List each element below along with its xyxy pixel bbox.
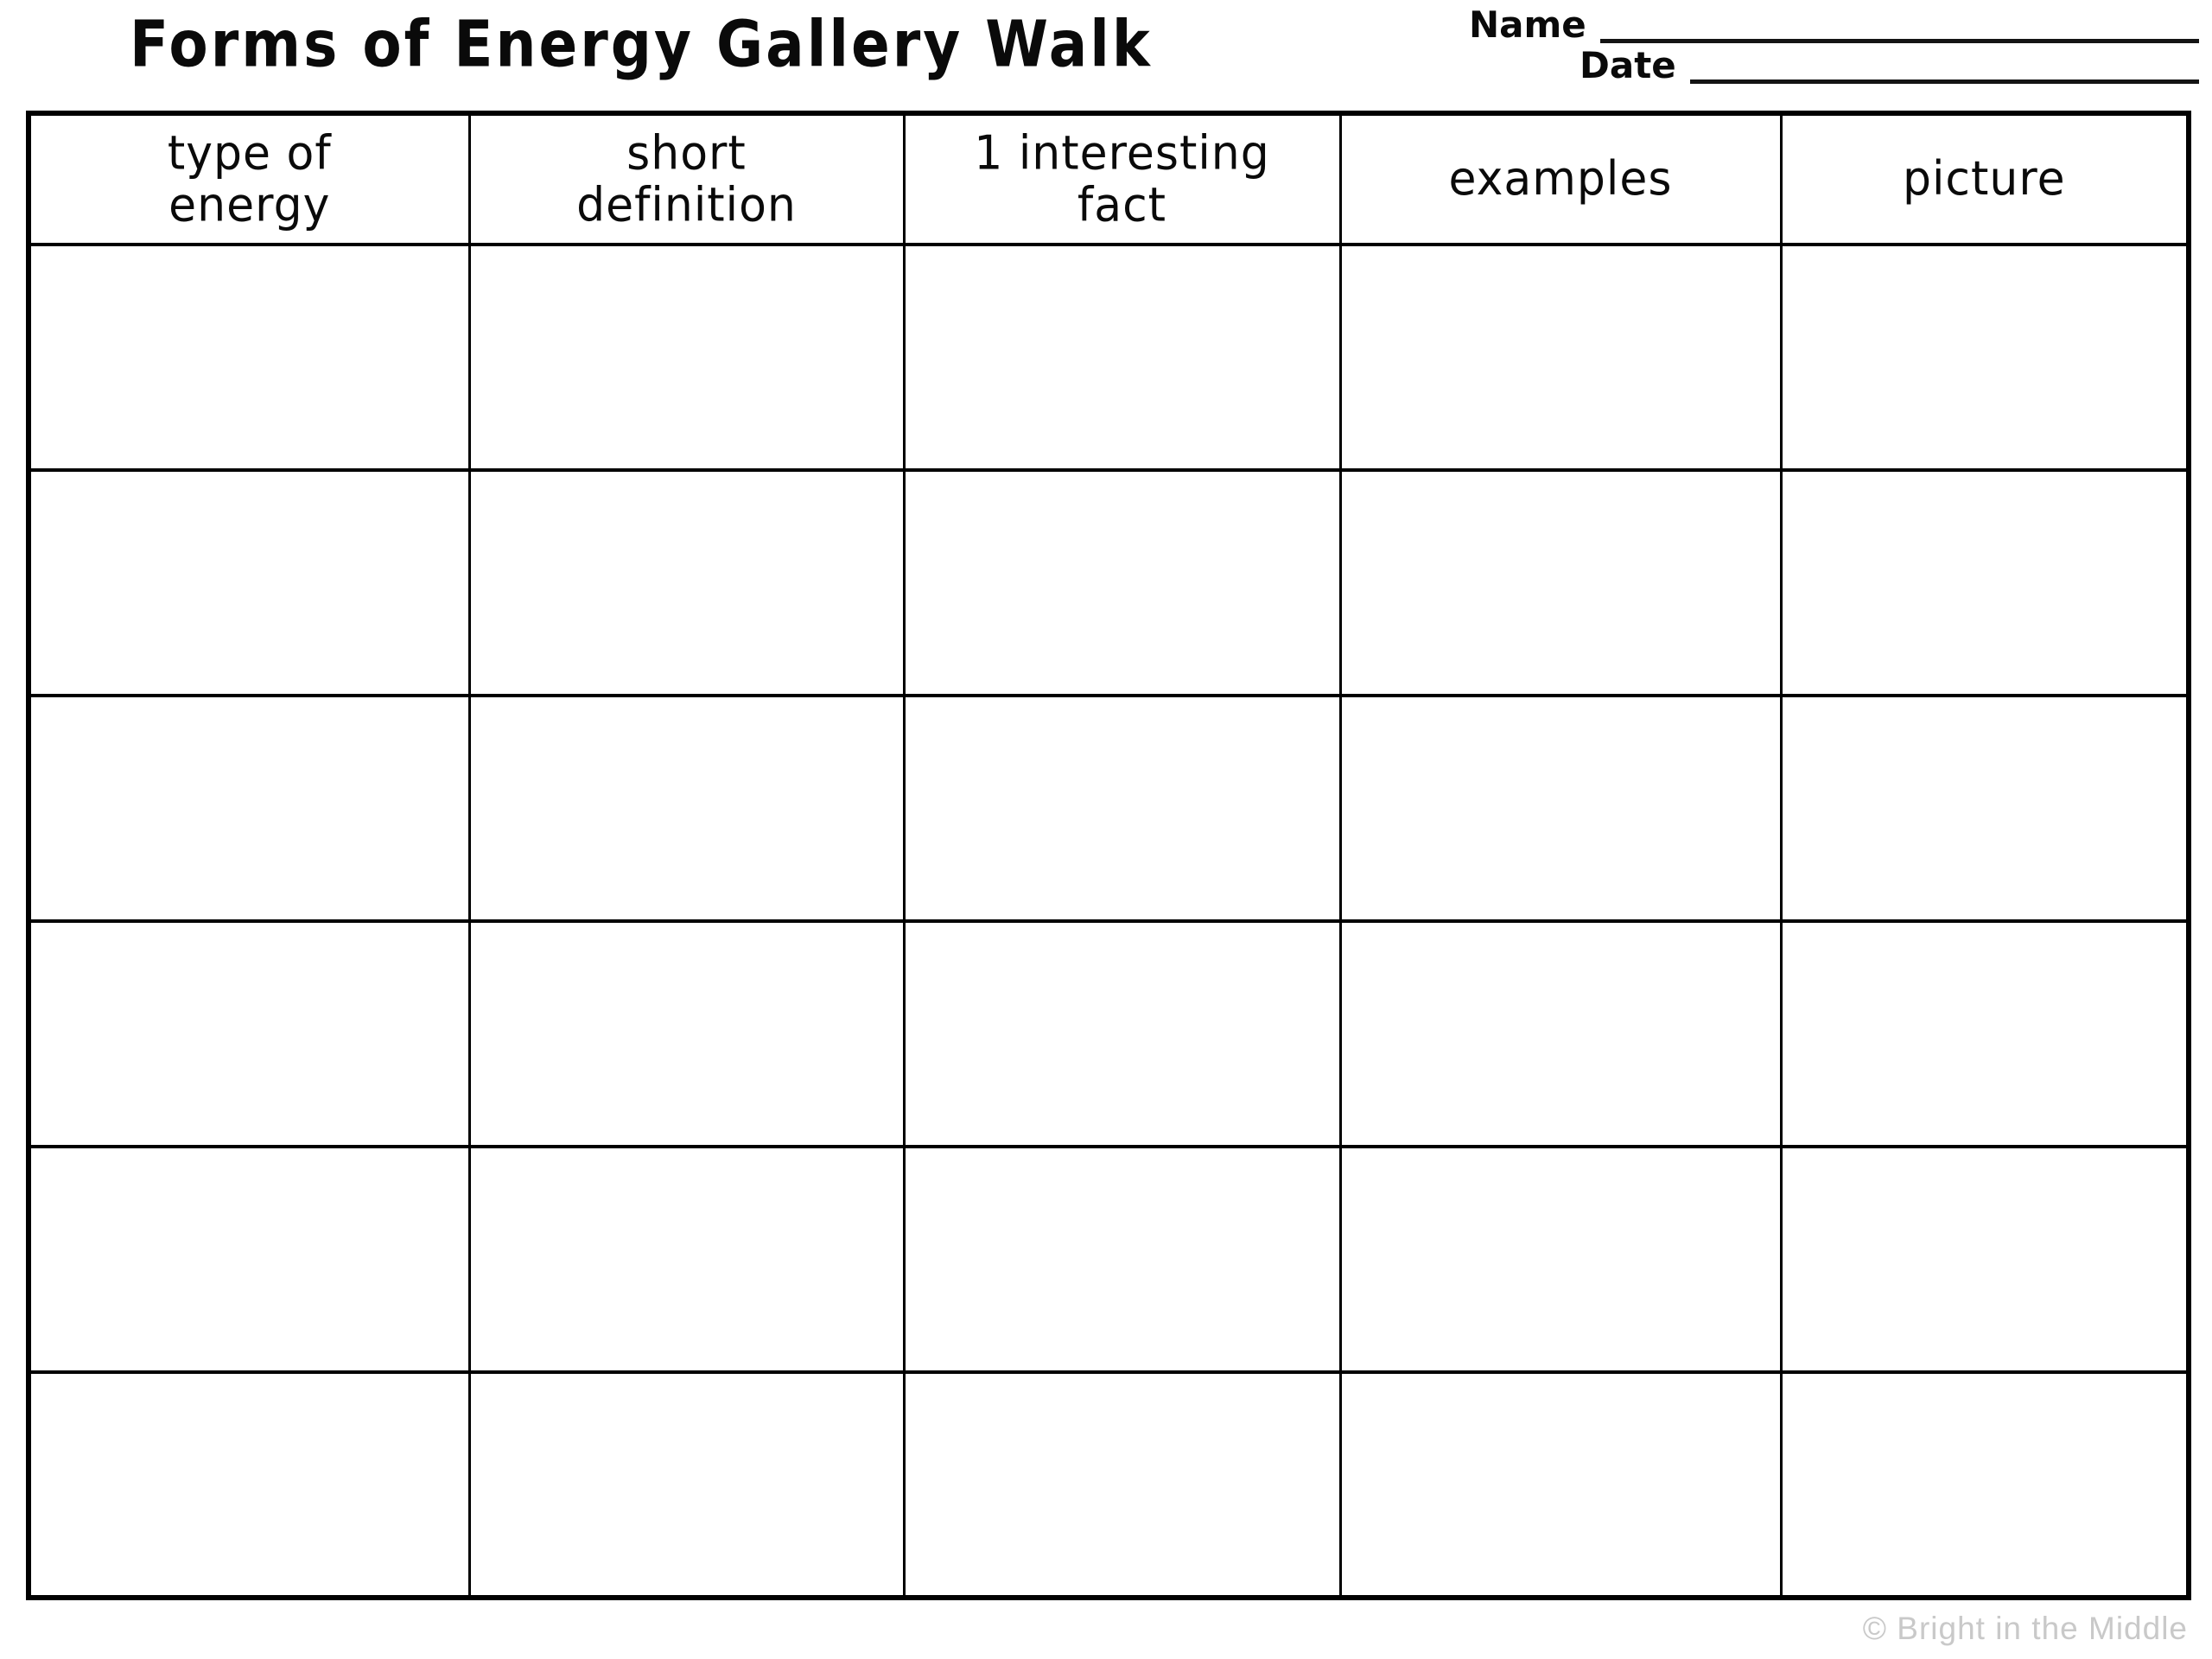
table-row (27, 243, 2190, 472)
blank-cell-picture (1779, 1370, 2190, 1599)
name-label: Name (1469, 3, 1586, 46)
blank-cell-picture (1779, 919, 2190, 1148)
table-row (27, 1370, 2190, 1599)
blank-cell-short-definition (467, 468, 906, 697)
blank-cell-type-of-energy (27, 468, 471, 697)
name-row: Name (1469, 3, 2199, 43)
blank-cell-type-of-energy (27, 919, 471, 1148)
blank-cell-type-of-energy (27, 694, 471, 923)
blank-cell-examples (1338, 243, 1783, 472)
column-header-picture: picture (1779, 108, 2190, 250)
blank-cell-picture (1779, 468, 2190, 697)
page-title: Forms of Energy Gallery Walk (130, 7, 1153, 82)
blank-cell-examples (1338, 468, 1783, 697)
blank-cell-interesting-fact (902, 468, 1342, 697)
date-label: Date (1580, 44, 1676, 86)
column-header-interesting-fact: 1 interesting fact (902, 108, 1342, 250)
table-row (27, 1145, 2190, 1374)
blank-cell-interesting-fact (902, 243, 1342, 472)
table-row (27, 468, 2190, 697)
name-date-block: Name Date (1469, 3, 2199, 85)
column-header-type-of-energy: type of energy (27, 108, 471, 250)
blank-cell-interesting-fact (902, 1370, 1342, 1599)
blank-cell-interesting-fact (902, 694, 1342, 923)
blank-cell-examples (1338, 1145, 1783, 1374)
blank-cell-short-definition (467, 1145, 906, 1374)
table-row (27, 919, 2190, 1148)
blank-cell-examples (1338, 694, 1783, 923)
blank-cell-interesting-fact (902, 1145, 1342, 1374)
column-header-short-definition: short definition (467, 108, 906, 250)
blank-cell-short-definition (467, 243, 906, 472)
table-header-row: type of energy short definition 1 intere… (27, 108, 2190, 250)
blank-cell-examples (1338, 919, 1783, 1148)
blank-cell-picture (1779, 243, 2190, 472)
blank-cell-short-definition (467, 694, 906, 923)
blank-cell-short-definition (467, 919, 906, 1148)
blank-cell-type-of-energy (27, 1145, 471, 1374)
table-body (27, 243, 2190, 1599)
blank-cell-picture (1779, 1145, 2190, 1374)
copyright-text: © Bright in the Middle (1862, 1611, 2188, 1646)
blank-cell-examples (1338, 1370, 1783, 1599)
blank-cell-type-of-energy (27, 1370, 471, 1599)
column-header-examples: examples (1338, 108, 1783, 250)
gallery-walk-table-wrap: type of energy short definition 1 intere… (26, 108, 2191, 1600)
table-row (27, 694, 2190, 923)
gallery-walk-table: type of energy short definition 1 intere… (26, 108, 2191, 1600)
blank-cell-type-of-energy (27, 243, 471, 472)
blank-cell-interesting-fact (902, 919, 1342, 1148)
blank-cell-short-definition (467, 1370, 906, 1599)
date-row: Date (1580, 44, 2199, 84)
blank-cell-picture (1779, 694, 2190, 923)
date-fill-line (1689, 40, 2199, 84)
name-fill-line (1599, 0, 2199, 43)
